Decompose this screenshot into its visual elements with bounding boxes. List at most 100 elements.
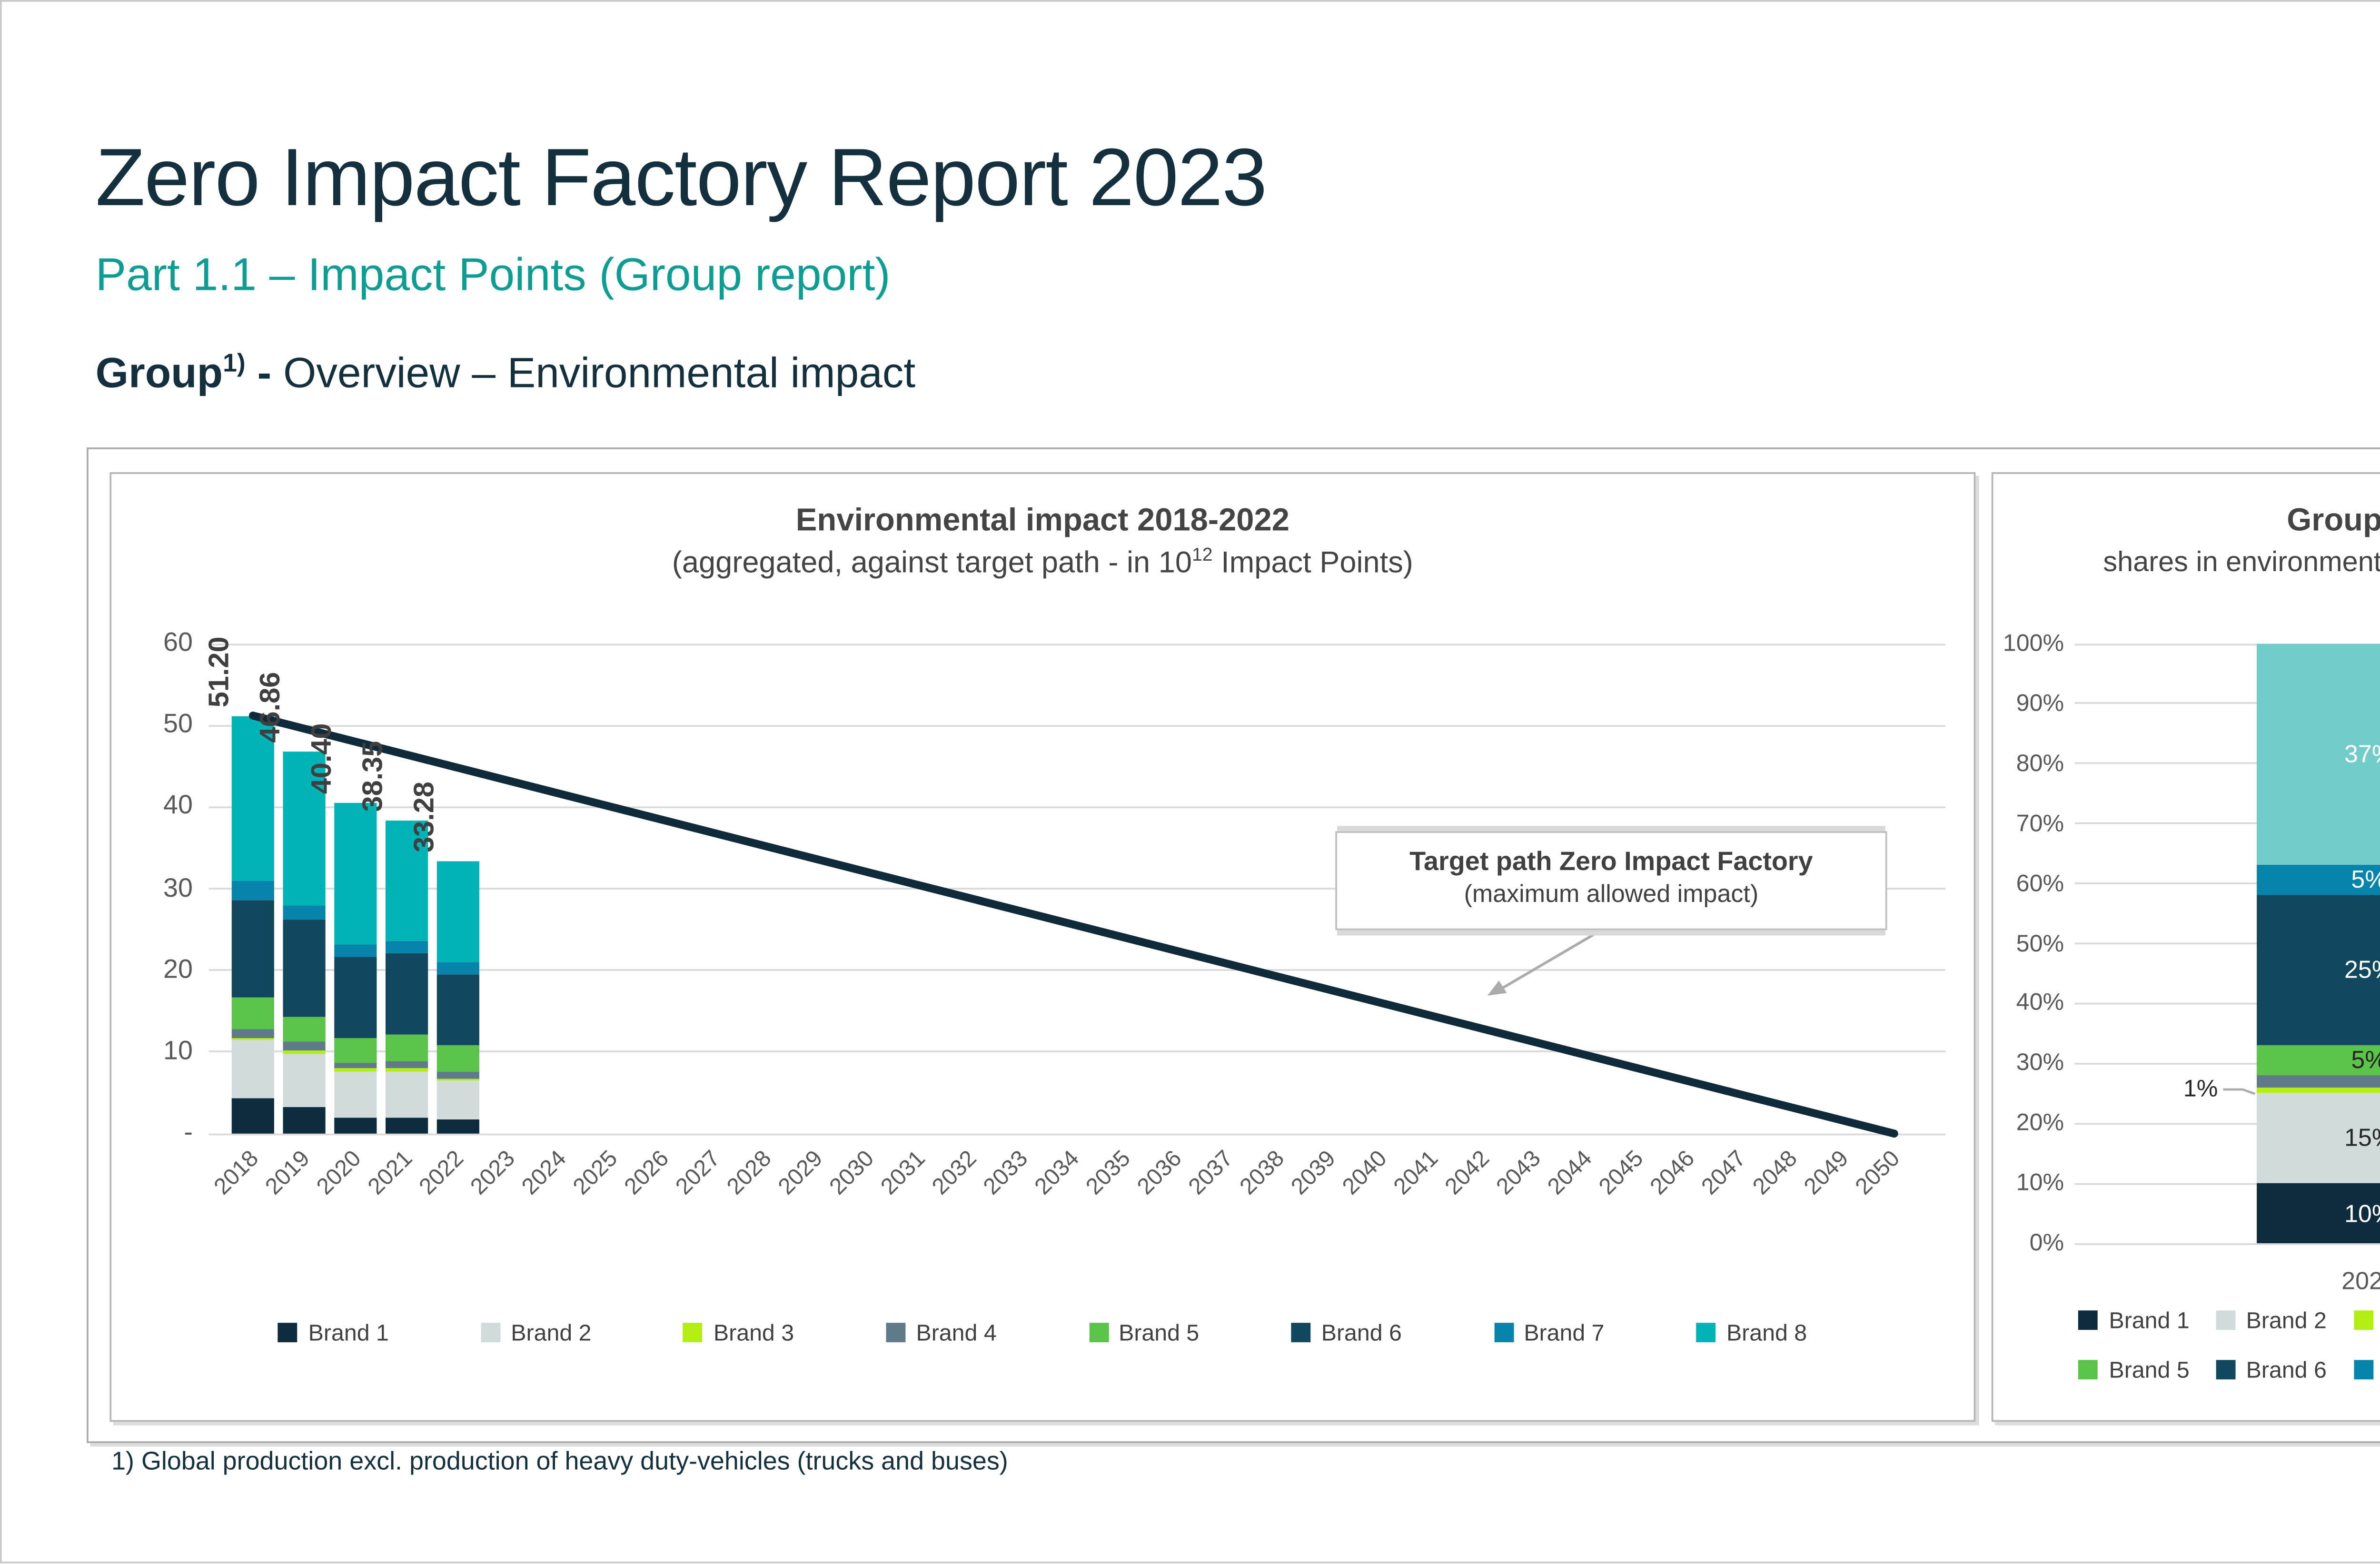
- right-chart-subtitle: shares in environmental impact (in %): [2103, 548, 2380, 579]
- right-chart-title: Group:: [2287, 502, 2380, 538]
- segment-label: 15%: [2344, 1123, 2380, 1152]
- legend-item: Brand 3: [2353, 1307, 2380, 1334]
- left-chart-subtitle-suffix: Impact Points): [1212, 545, 1413, 580]
- bar-segment: [334, 957, 377, 1038]
- legend-item: Brand 7: [2353, 1356, 2380, 1383]
- legend-swatch-icon: [1494, 1323, 1514, 1343]
- section-heading-rest: Overview – Environmental impact: [283, 350, 916, 398]
- bar-segment: [283, 1042, 326, 1051]
- bar-segment: [283, 1016, 326, 1042]
- legend-label: Brand 6: [1321, 1319, 1402, 1346]
- y-tick-label: 80%: [2016, 749, 2064, 776]
- legend-item: Brand 1: [278, 1319, 389, 1346]
- grid-line: [208, 806, 1946, 808]
- bar-segment: [386, 1068, 428, 1072]
- grid-line: [2074, 643, 2380, 645]
- bar-segment: [334, 1037, 377, 1063]
- bar-segment: [436, 1119, 479, 1134]
- y-tick-label: 40: [163, 791, 193, 822]
- legend-label: Brand 1: [2109, 1307, 2190, 1334]
- y-tick-label: 20: [163, 954, 193, 985]
- x-tick-label: 2022: [2341, 1266, 2380, 1295]
- legend-item: Brand 3: [683, 1319, 794, 1346]
- grid-line: [2074, 1182, 2380, 1184]
- legend-item: Brand 1: [2079, 1307, 2190, 1334]
- bar-segment: [334, 803, 377, 945]
- bar-segment: [386, 1117, 428, 1134]
- legend-label: Brand 4: [916, 1319, 997, 1346]
- legend-swatch-icon: [886, 1323, 906, 1343]
- legend-item: Brand 4: [886, 1319, 997, 1346]
- bar-segment: [436, 962, 479, 974]
- share-bar-segment: [2257, 643, 2380, 866]
- legend-swatch-icon: [2216, 1360, 2236, 1380]
- legend-item: Brand 6: [1291, 1319, 1402, 1346]
- footnote: 1) Global production excl. production of…: [111, 1448, 1008, 1477]
- grid-line: [2074, 703, 2380, 705]
- bar-segment: [334, 945, 377, 958]
- bar-segment: [386, 1071, 428, 1118]
- legend-item: Brand 8: [1696, 1319, 1807, 1346]
- legend-swatch-icon: [683, 1323, 703, 1343]
- bar-total-label: 40.40: [307, 724, 338, 795]
- bar-segment: [436, 1045, 479, 1072]
- bar-segment: [436, 1080, 479, 1120]
- callout-title: Target path Zero Impact Factory: [1409, 847, 1813, 877]
- bar-segment: [231, 1038, 274, 1041]
- bar-segment: [386, 1035, 428, 1062]
- section-heading: Group1) - Overview – Environmental impac…: [96, 350, 916, 400]
- legend-item: Brand 6: [2216, 1356, 2327, 1383]
- y-tick-label: 100%: [2003, 629, 2064, 656]
- share-bar-segment: [2257, 1045, 2380, 1076]
- bar-segment: [231, 998, 274, 1029]
- bar-total-label: 33.28: [410, 782, 441, 853]
- y-tick-label: 10%: [2016, 1169, 2064, 1196]
- grid-line: [2074, 942, 2380, 945]
- section-heading-footnote-ref: 1): [223, 350, 246, 379]
- bar-segment: [334, 1068, 377, 1072]
- section-heading-group: Group: [95, 350, 223, 398]
- right-chart-plot: 100% 90% 80% 70% 60% 50% 40% 30% 20% 10% 0% 10% 15% 1…: [1993, 474, 2380, 1420]
- legend-label: Brand 2: [2246, 1307, 2327, 1334]
- legend-item: Brand 7: [1494, 1319, 1605, 1346]
- share-bar-segment: [2257, 1183, 2380, 1244]
- segment-label: 10%: [2344, 1198, 2380, 1227]
- bar-segment: [231, 899, 274, 998]
- legend-swatch-icon: [1696, 1323, 1716, 1343]
- bar-segment: [283, 1107, 326, 1134]
- bar-total-label: 38.35: [359, 741, 389, 812]
- legend-label: Brand 3: [713, 1319, 794, 1346]
- legend-swatch-icon: [1088, 1323, 1108, 1343]
- segment-label-outside-left: 1%: [2183, 1074, 2218, 1101]
- segment-label: 25%: [2344, 955, 2380, 984]
- left-chart-subtitle: (aggregated, against target path - in 10…: [111, 544, 1974, 581]
- bar-segment: [231, 1098, 274, 1134]
- bar-total-label: 51.20: [205, 636, 236, 707]
- bar-segment: [436, 861, 479, 962]
- legend-label: Brand 2: [511, 1319, 592, 1346]
- legend-swatch-icon: [1291, 1323, 1311, 1343]
- legend-item: Brand 5: [1088, 1319, 1199, 1346]
- left-chart-title: Environmental impact 2018-2022: [795, 502, 1289, 538]
- grid-line: [2074, 1242, 2380, 1244]
- left-chart-subtitle-prefix: (aggregated, against target path - in 10: [672, 545, 1192, 580]
- left-chart-legend: Brand 1 Brand 2 Brand 3 Brand 4 Brand 5 Brand…: [111, 1319, 1974, 1346]
- legend-item: Brand 2: [481, 1319, 592, 1346]
- left-chart-plot: 60 50 40 30 20 10-51.20 46.86 40.40 38.35 33.28 20…: [111, 474, 1974, 1420]
- legend-swatch-icon: [481, 1323, 500, 1343]
- page-title: Zero Impact Factory Report 2023: [95, 130, 1268, 223]
- bar-segment: [283, 906, 326, 920]
- bar-segment: [334, 1062, 377, 1069]
- grid-line: [2074, 1002, 2380, 1005]
- bar-segment: [386, 940, 428, 954]
- grid-line: [2074, 1122, 2380, 1124]
- y-tick-label: 30: [163, 872, 193, 903]
- bar-segment: [334, 1071, 377, 1118]
- legend-swatch-icon: [2216, 1310, 2236, 1330]
- bar-segment: [436, 973, 479, 1046]
- bar-segment: [436, 1078, 479, 1081]
